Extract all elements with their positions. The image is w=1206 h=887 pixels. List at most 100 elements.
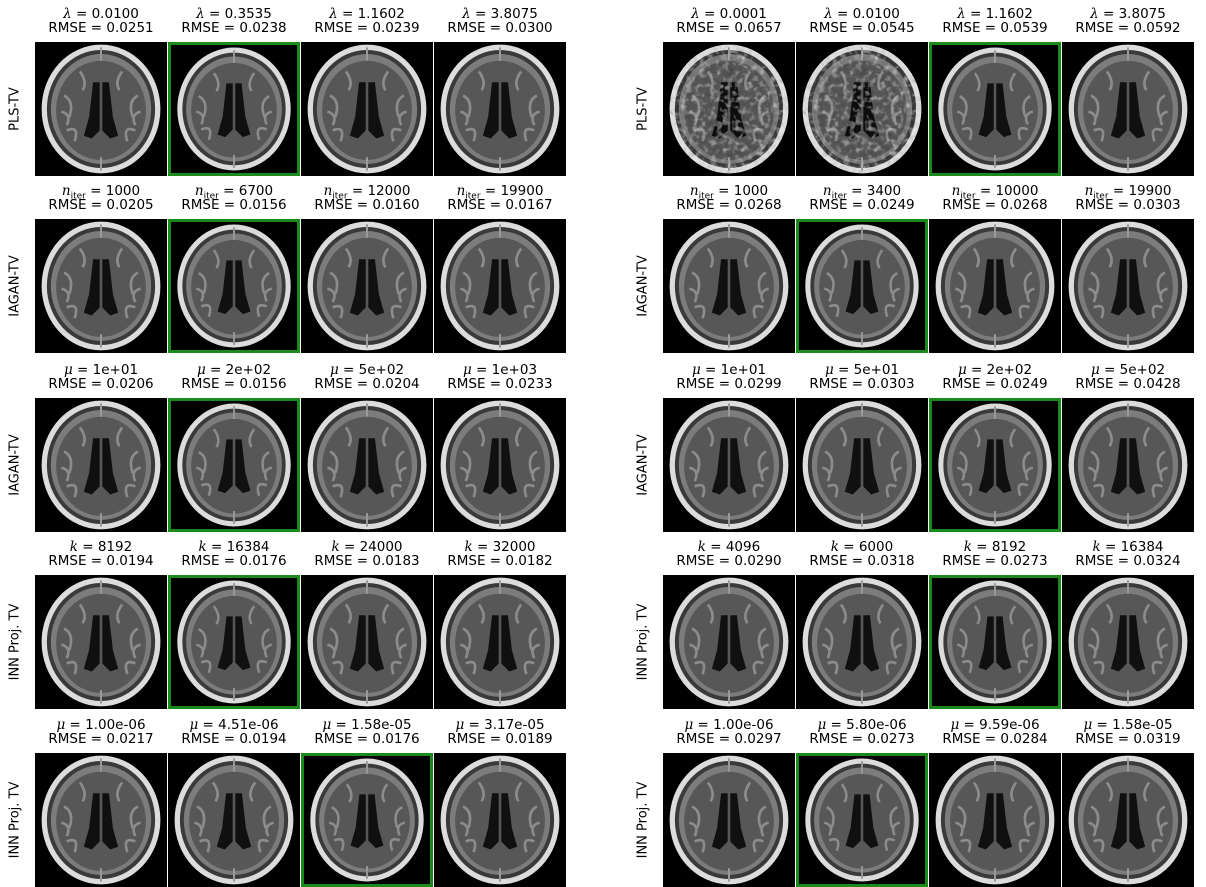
brain-slice-graphic [937, 46, 1053, 172]
row-label: PLS-TV [628, 42, 658, 176]
rmse-caption: RMSE = 0.0657 [676, 20, 782, 36]
param-caption: μ = 1e+01 [663, 363, 795, 377]
row-label-text: PLS-TV [635, 87, 651, 131]
param-subscript: iter [1093, 191, 1109, 202]
param-subscript: iter [332, 191, 348, 202]
brain-slice-graphic [306, 220, 428, 352]
param-caption: μ = 5e+01 [796, 363, 928, 377]
brain-slice-image [663, 398, 795, 532]
param-value: = 19900 [480, 183, 544, 199]
param-caption: k = 8192 [929, 540, 1061, 554]
rmse-caption: RMSE = 0.0176 [314, 731, 420, 747]
param-caption: μ = 5e+02 [1062, 363, 1194, 377]
param-symbol: μ [950, 717, 960, 733]
brain-slice-graphic [306, 399, 428, 531]
brain-slice-image [434, 42, 566, 176]
rmse-caption: RMSE = 0.0183 [314, 553, 420, 569]
brain-slice-graphic [439, 754, 561, 886]
brain-slice-image [1062, 575, 1194, 709]
brain-slice-image [434, 398, 566, 532]
brain-slice-image-best [168, 575, 300, 709]
figure-row: IAGAN-TV μ = 1e+01 RMSE = 0.0206 μ = 2e+02 R… [0, 362, 570, 532]
rmse-caption: RMSE = 0.0273 [809, 731, 915, 747]
param-caption: λ = 3.8075 [1062, 7, 1194, 21]
figure-row: PLS-TV λ = 0.0100 RMSE = 0.0251 λ = 0.3535 R… [0, 6, 570, 176]
brain-slice-image [929, 219, 1061, 353]
param-subscript: iter [70, 191, 86, 202]
brain-slice-graphic [40, 576, 162, 708]
brain-slice-image [35, 42, 167, 176]
param-caption: k = 6000 [796, 540, 928, 554]
rmse-caption: RMSE = 0.0268 [942, 197, 1048, 213]
figure-cell: λ = 0.0001 RMSE = 0.0657 [663, 6, 795, 176]
figure-cell: λ = 1.1602 RMSE = 0.0539 [929, 6, 1061, 176]
param-value: = 1.58e-05 [331, 717, 412, 733]
brain-slice-graphic [801, 576, 923, 708]
param-symbol: μ [196, 362, 206, 378]
figure-row: INN Proj. TV μ = 1.00e-06 RMSE = 0.0297 μ =… [628, 717, 1198, 887]
param-caption: μ = 9.59e-06 [929, 718, 1061, 732]
param-symbol: λ [196, 6, 205, 22]
brain-slice-graphic [668, 576, 790, 708]
rmse-caption: RMSE = 0.0592 [1075, 20, 1181, 36]
param-value: = 1000 [713, 183, 769, 199]
rmse-caption: RMSE = 0.0182 [447, 553, 553, 569]
param-value: = 4096 [705, 539, 761, 555]
row-label-text: INN Proj. TV [635, 603, 651, 681]
figure-cell: λ = 0.0100 RMSE = 0.0545 [796, 6, 928, 176]
param-value: = 1000 [85, 183, 141, 199]
rmse-caption: RMSE = 0.0268 [676, 197, 782, 213]
param-symbol: k [1092, 539, 1101, 555]
brain-slice-graphic [1067, 43, 1189, 175]
param-value: = 0.0100 [71, 6, 139, 22]
figure-row: INN Proj. TV k = 4096 RMSE = 0.0290 k = 600… [628, 539, 1198, 709]
param-caption: μ = 4.51e-06 [168, 718, 300, 732]
param-caption: μ = 2e+02 [168, 363, 300, 377]
brain-slice-graphic [801, 43, 923, 175]
brain-slice-image-best [929, 575, 1061, 709]
param-caption: k = 8192 [35, 540, 167, 554]
brain-slice-graphic [176, 46, 292, 172]
brain-slice-image-best [168, 398, 300, 532]
figure-cell: λ = 3.8075 RMSE = 0.0300 [434, 6, 566, 176]
param-value: = 16384 [206, 539, 270, 555]
param-value: = 4.51e-06 [198, 717, 279, 733]
figure-cell: μ = 2e+02 RMSE = 0.0249 [929, 362, 1061, 532]
rmse-caption: RMSE = 0.0284 [942, 731, 1048, 747]
param-value: = 12000 [347, 183, 411, 199]
row-label-text: INN Proj. TV [7, 603, 23, 681]
param-value: = 1e+03 [471, 362, 538, 378]
param-value: = 1.58e-05 [1092, 717, 1173, 733]
rmse-caption: RMSE = 0.0217 [48, 731, 154, 747]
param-value: = 5e+02 [338, 362, 405, 378]
param-subscript: iter [465, 191, 481, 202]
brain-slice-image [35, 219, 167, 353]
rmse-caption: RMSE = 0.0303 [1075, 197, 1181, 213]
rmse-caption: RMSE = 0.0194 [181, 731, 287, 747]
param-value: = 24000 [339, 539, 403, 555]
brain-slice-image-best [929, 398, 1061, 532]
brain-slice-graphic [668, 399, 790, 531]
param-value: = 1.00e-06 [65, 717, 146, 733]
param-symbol: μ [957, 362, 967, 378]
param-symbol: n [822, 183, 832, 199]
rmse-caption: RMSE = 0.0239 [314, 20, 420, 36]
param-value: = 19900 [1108, 183, 1172, 199]
param-caption: λ = 0.0100 [796, 7, 928, 21]
figure-cell: μ = 3.17e-05 RMSE = 0.0189 [434, 717, 566, 887]
brain-slice-image [301, 398, 433, 532]
param-symbol: λ [691, 6, 700, 22]
param-symbol: μ [1090, 362, 1100, 378]
brain-slice-graphic [40, 220, 162, 352]
rmse-caption: RMSE = 0.0318 [809, 553, 915, 569]
figure-row: PLS-TV λ = 0.0001 RMSE = 0.0657 λ = 0.0100 R… [628, 6, 1198, 176]
brain-slice-graphic [1067, 399, 1189, 531]
brain-slice-graphic [176, 402, 292, 528]
param-symbol: n [456, 183, 466, 199]
brain-slice-graphic [306, 576, 428, 708]
figure-cell: μ = 1e+03 RMSE = 0.0233 [434, 362, 566, 532]
param-subscript: iter [960, 191, 976, 202]
brain-slice-image [796, 398, 928, 532]
param-symbol: μ [462, 362, 472, 378]
figure-cell: k = 16384 RMSE = 0.0324 [1062, 539, 1194, 709]
